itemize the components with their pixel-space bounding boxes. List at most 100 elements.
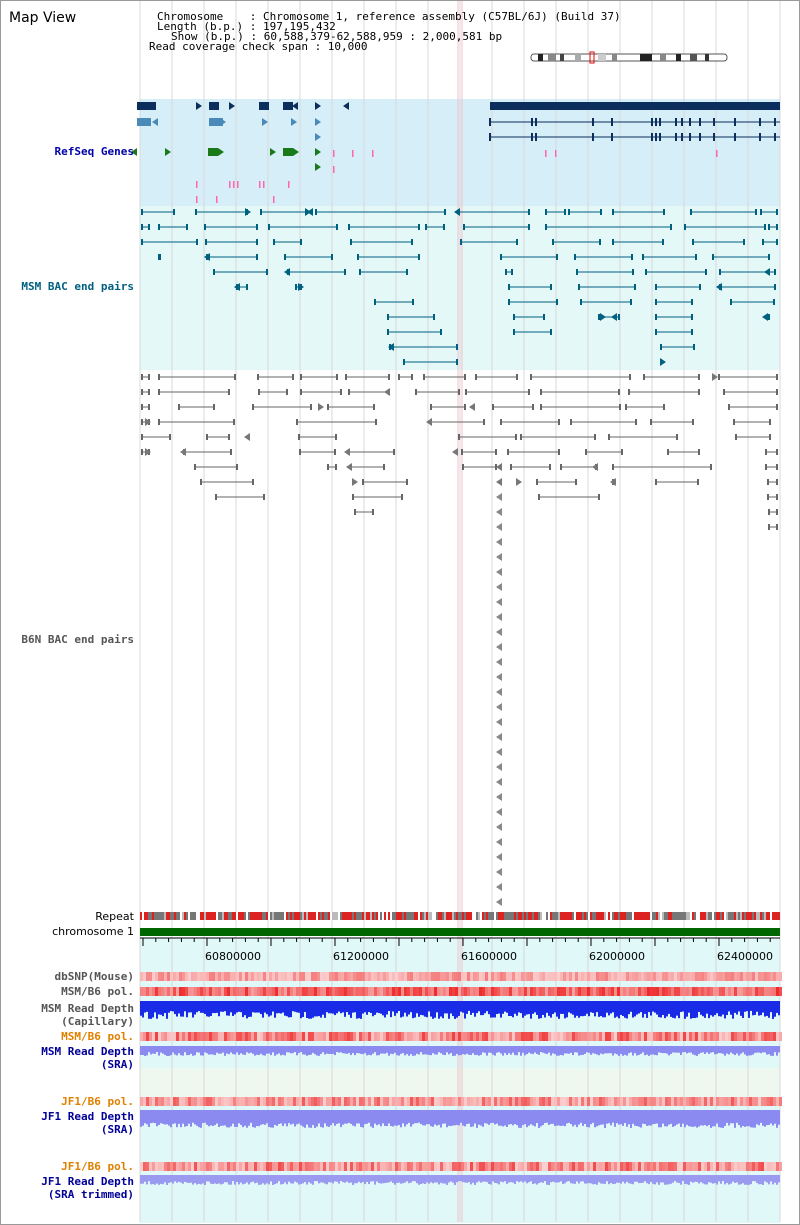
msm-b6-pol-heat-cell	[446, 987, 449, 996]
jf1-depth-trimmed-bar	[680, 1175, 682, 1185]
jf1-depth-trimmed-bar	[346, 1175, 348, 1182]
repeat-segment	[416, 912, 418, 920]
msm-b6-pol-heat-cell	[722, 987, 725, 996]
msm-bac-pair-end	[500, 254, 502, 260]
msm-b6-pol-sra-heat-cell	[239, 1032, 242, 1041]
b6n-bac-pair-end	[698, 449, 700, 455]
msm-bac-pair-end	[411, 239, 413, 245]
msm-depth-sra-bar	[664, 1046, 666, 1054]
msm-b6-pol-heat-cell	[401, 987, 404, 996]
jf1-depth-bar	[422, 1110, 424, 1126]
jf1-depth-trimmed-bar	[606, 1175, 608, 1182]
jf1-depth-bar	[168, 1110, 170, 1126]
msm-b6-pol-heat-cell	[725, 987, 728, 996]
jf1-b6-pol-heat-cell	[434, 1097, 437, 1106]
msm-depth-sra-bar	[154, 1046, 156, 1054]
track-label-jf1-depth-trimmed[interactable]: JF1 Read Depth	[41, 1175, 134, 1188]
track-label-msm-depth-capillary[interactable]: MSM Read Depth	[41, 1002, 134, 1015]
track-label-jf1-depth[interactable]: JF1 Read Depth	[41, 1110, 134, 1123]
gene-arrow	[315, 133, 321, 141]
b6n-bac-pair-end	[495, 449, 497, 455]
jf1-depth-bar	[650, 1110, 652, 1126]
msm-depth-sra-bar	[246, 1046, 248, 1053]
jf1-depth-trimmed-bar	[296, 1175, 298, 1183]
jf1-depth-bar	[742, 1110, 744, 1127]
jf1-b6-pol-trimmed-heat-cell	[428, 1162, 431, 1171]
dbsnp-heat-cell	[239, 972, 242, 981]
track-label-b6n-bac[interactable]: B6N BAC end pairs	[21, 633, 134, 646]
jf1-depth-bar	[526, 1110, 528, 1128]
msm-b6-pol-heat-cell	[302, 987, 305, 996]
jf1-depth-bar	[198, 1110, 200, 1128]
track-label-dbsnp[interactable]: dbSNP(Mouse)	[54, 970, 134, 983]
jf1-depth-trimmed-bar	[588, 1175, 590, 1184]
repeat-segment	[530, 912, 532, 920]
msm-depth-sra-bar	[288, 1046, 290, 1053]
jf1-depth-trimmed-bar	[576, 1175, 578, 1182]
track-label-msm-depth-sra[interactable]: MSM Read Depth	[41, 1045, 134, 1058]
dbsnp-heat-cell	[461, 972, 464, 981]
repeat-segment	[222, 912, 224, 920]
jf1-b6-pol-heat-cell	[752, 1097, 755, 1106]
jf1-b6-pol-heat-cell	[257, 1097, 260, 1106]
track-label-refseq[interactable]: RefSeq Genes	[54, 145, 134, 158]
msm-b6-pol-sra-heat-cell	[665, 1032, 668, 1041]
track-label-jf1-b6-pol-trimmed[interactable]: JF1/B6 pol.	[61, 1160, 134, 1173]
msm-depth-capillary-bar	[158, 1001, 160, 1015]
msm-bac-pair-end	[433, 314, 435, 320]
msm-b6-pol-heat-cell	[236, 987, 239, 996]
jf1-b6-pol-heat-cell	[449, 1097, 452, 1106]
msm-depth-capillary-bar	[658, 1001, 660, 1018]
jf1-depth-bar	[414, 1110, 416, 1124]
msm-b6-pol-heat-cell	[260, 987, 263, 996]
jf1-depth-trimmed-bar	[476, 1175, 478, 1183]
jf1-depth-bar	[550, 1110, 552, 1124]
jf1-depth-trimmed-bar	[396, 1175, 398, 1183]
dbsnp-heat-cell	[404, 972, 407, 981]
jf1-b6-pol-heat-cell	[218, 1097, 221, 1106]
dbsnp-heat-cell	[719, 972, 722, 981]
b6n-bac-pair-end	[698, 374, 700, 380]
msm-depth-sra-bar	[182, 1046, 184, 1056]
jf1-depth-bar	[778, 1110, 780, 1125]
msm-b6-pol-heat-cell	[455, 987, 458, 996]
dbsnp-heat-cell	[173, 972, 176, 981]
jf1-depth-bar	[284, 1110, 286, 1124]
dbsnp-heat-cell	[143, 972, 146, 981]
jf1-depth-trimmed-bar	[756, 1175, 758, 1183]
msm-b6-pol-heat-cell	[773, 987, 776, 996]
jf1-depth-trimmed-bar	[168, 1175, 170, 1183]
msm-bac-pair-end	[456, 344, 458, 350]
dbsnp-heat-cell	[224, 972, 227, 981]
track-label-msm-bac[interactable]: MSM BAC end pairs	[21, 280, 134, 293]
jf1-depth-trimmed-bar	[310, 1175, 312, 1184]
jf1-b6-pol-trimmed-heat-cell	[467, 1162, 470, 1171]
msm-depth-capillary-bar	[214, 1001, 216, 1014]
msm-depth-capillary-bar	[246, 1001, 248, 1019]
jf1-depth-trimmed-bar	[734, 1175, 736, 1183]
track-label-jf1-b6-pol[interactable]: JF1/B6 pol.	[61, 1095, 134, 1108]
b6n-bac-pair-end	[585, 449, 587, 455]
jf1-depth-trimmed-bar	[530, 1175, 532, 1182]
msm-b6-pol-heat-cell	[278, 987, 281, 996]
msm-depth-sra-bar	[538, 1046, 540, 1055]
msm-b6-pol-heat-cell	[173, 987, 176, 996]
repeat-segment	[362, 912, 364, 920]
repeat-segment	[380, 912, 382, 920]
msm-bac-pair-end	[776, 239, 778, 245]
msm-b6-pol-sra-heat-cell	[143, 1032, 146, 1041]
dbsnp-heat-cell	[335, 972, 338, 981]
msm-depth-sra-bar	[488, 1046, 490, 1053]
track-label-msm-b6-pol[interactable]: MSM/B6 pol.	[61, 985, 134, 998]
jf1-depth-trimmed-bar	[678, 1175, 680, 1183]
dbsnp-heat-cell	[263, 972, 266, 981]
dbsnp-heat-cell	[608, 972, 611, 981]
msm-depth-sra-bar	[490, 1046, 492, 1053]
msm-depth-capillary-bar	[274, 1001, 276, 1018]
jf1-b6-pol-trimmed-heat-cell	[515, 1162, 518, 1171]
msm-depth-sra-bar	[766, 1046, 768, 1055]
dbsnp-heat-cell	[530, 972, 533, 981]
msm-b6-pol-sra-heat-cell	[449, 1032, 452, 1041]
track-label-msm-b6-pol-sra[interactable]: MSM/B6 pol.	[61, 1030, 134, 1043]
